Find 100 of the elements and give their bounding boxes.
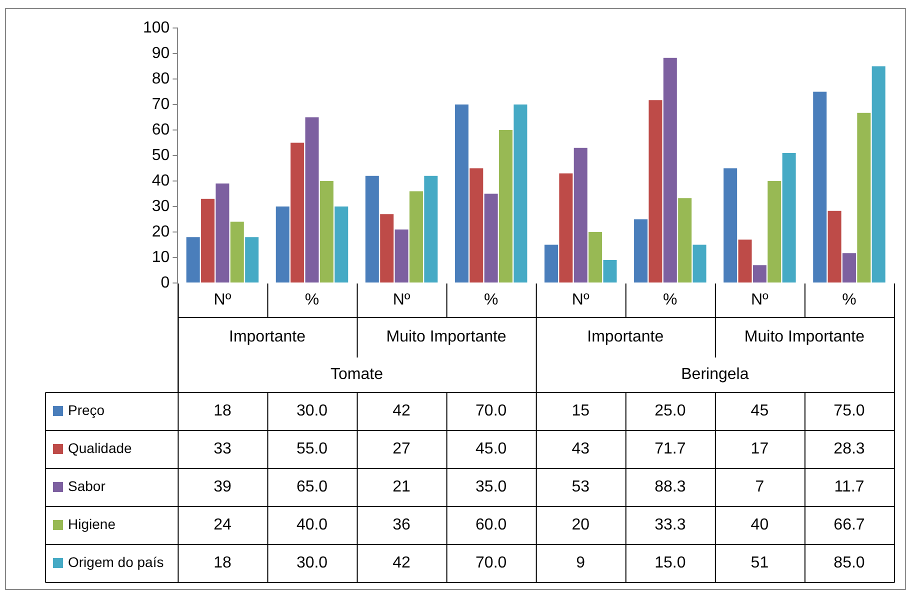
bar xyxy=(692,244,706,282)
bar xyxy=(842,253,856,282)
legend-label: Qualidade xyxy=(68,440,132,456)
bar xyxy=(320,181,334,282)
bar xyxy=(828,210,842,282)
data-label: 7 xyxy=(755,478,764,496)
data-label: 39 xyxy=(214,478,232,496)
bar xyxy=(216,184,230,282)
data-label: 28.3 xyxy=(834,440,865,458)
x-tick-label: % xyxy=(663,291,678,308)
y-tick-label: 80 xyxy=(152,70,170,88)
bar xyxy=(813,92,827,282)
bar xyxy=(857,112,871,282)
data-label: 55.0 xyxy=(296,440,328,458)
x-tick-label: % xyxy=(484,291,498,308)
x-tick-label: % xyxy=(842,291,856,308)
bar xyxy=(782,152,796,282)
data-label: 70.0 xyxy=(476,554,507,572)
text: Muito Importante xyxy=(386,328,506,346)
text: Importante xyxy=(587,328,664,346)
bar xyxy=(738,240,752,282)
x-tick-label: Nº xyxy=(214,291,232,308)
bar xyxy=(484,194,498,282)
text: Importante xyxy=(228,328,306,346)
bar xyxy=(290,142,304,282)
y-tick-label: 20 xyxy=(152,223,170,240)
bar xyxy=(365,176,379,282)
data-label: 88.3 xyxy=(654,478,686,496)
y-tick-label: 90 xyxy=(152,44,170,62)
bar xyxy=(276,206,290,282)
data-label: 17 xyxy=(750,440,769,458)
data-label: 27 xyxy=(392,440,411,458)
bar xyxy=(409,191,423,282)
data-label: 18 xyxy=(214,402,232,420)
bar xyxy=(768,181,782,282)
legend-label: Preço xyxy=(68,402,105,418)
data-label: 70.0 xyxy=(476,402,507,420)
bar xyxy=(603,260,617,282)
x-tick-label: Nº xyxy=(572,291,590,308)
data-label: 36 xyxy=(392,516,411,534)
text: Muito Importante xyxy=(744,328,865,346)
bar xyxy=(470,168,484,282)
bar xyxy=(634,219,648,282)
bar xyxy=(514,104,528,282)
bar xyxy=(559,173,573,282)
data-label: 11.7 xyxy=(834,478,864,496)
y-tick-label: 60 xyxy=(152,121,170,138)
data-label: 51 xyxy=(750,554,769,572)
data-label: 45.0 xyxy=(476,440,507,458)
bar xyxy=(230,222,244,282)
bar xyxy=(588,232,602,282)
bar xyxy=(724,168,738,282)
data-label: 66.7 xyxy=(834,516,865,534)
legend-label: Higiene xyxy=(68,516,116,532)
data-label: 35.0 xyxy=(476,478,507,496)
data-label: 21 xyxy=(392,478,411,496)
data-label: 42 xyxy=(392,554,411,572)
data-label: 43 xyxy=(572,440,590,458)
bar xyxy=(245,237,259,282)
bar xyxy=(648,100,662,282)
y-tick-label: 40 xyxy=(152,172,170,190)
bar xyxy=(380,214,394,282)
data-label: 65.0 xyxy=(296,478,328,496)
bar xyxy=(678,198,692,282)
bar xyxy=(752,265,766,282)
data-label: 18 xyxy=(214,554,232,572)
data-label: 24 xyxy=(214,516,232,534)
bar xyxy=(544,244,558,282)
data-label: 42 xyxy=(392,402,411,420)
bar xyxy=(305,117,319,282)
data-label: 9 xyxy=(576,554,586,572)
bar xyxy=(201,198,215,282)
data-label: 45 xyxy=(750,402,769,420)
bar xyxy=(334,206,348,282)
bar xyxy=(574,148,588,282)
data-label: 25.0 xyxy=(654,402,686,420)
data-label: 30.0 xyxy=(296,402,328,420)
text: Tomate xyxy=(330,366,384,383)
x-tick-label: % xyxy=(304,291,320,308)
data-label: 20 xyxy=(572,516,590,534)
data-label: 30.0 xyxy=(296,554,328,572)
data-label: 40.0 xyxy=(296,516,328,534)
data-label: 53 xyxy=(572,478,590,496)
bar xyxy=(872,66,886,282)
data-label: 40 xyxy=(750,516,769,534)
legend-label: Origem do país xyxy=(68,554,164,570)
data-label: 60.0 xyxy=(476,516,507,534)
data-label: 15.0 xyxy=(654,554,686,572)
y-tick-label: 50 xyxy=(152,146,170,164)
bar xyxy=(499,130,513,282)
bar xyxy=(663,58,677,282)
bar xyxy=(186,237,200,282)
y-tick-label: 100 xyxy=(142,19,170,36)
y-tick-label: 10 xyxy=(152,248,170,266)
y-tick-label: 0 xyxy=(160,274,170,292)
bar xyxy=(454,104,468,282)
data-label: 75.0 xyxy=(834,402,865,420)
text: Beringela xyxy=(681,366,749,383)
x-tick-label: Nº xyxy=(392,291,410,308)
y-tick-label: 70 xyxy=(152,96,170,113)
